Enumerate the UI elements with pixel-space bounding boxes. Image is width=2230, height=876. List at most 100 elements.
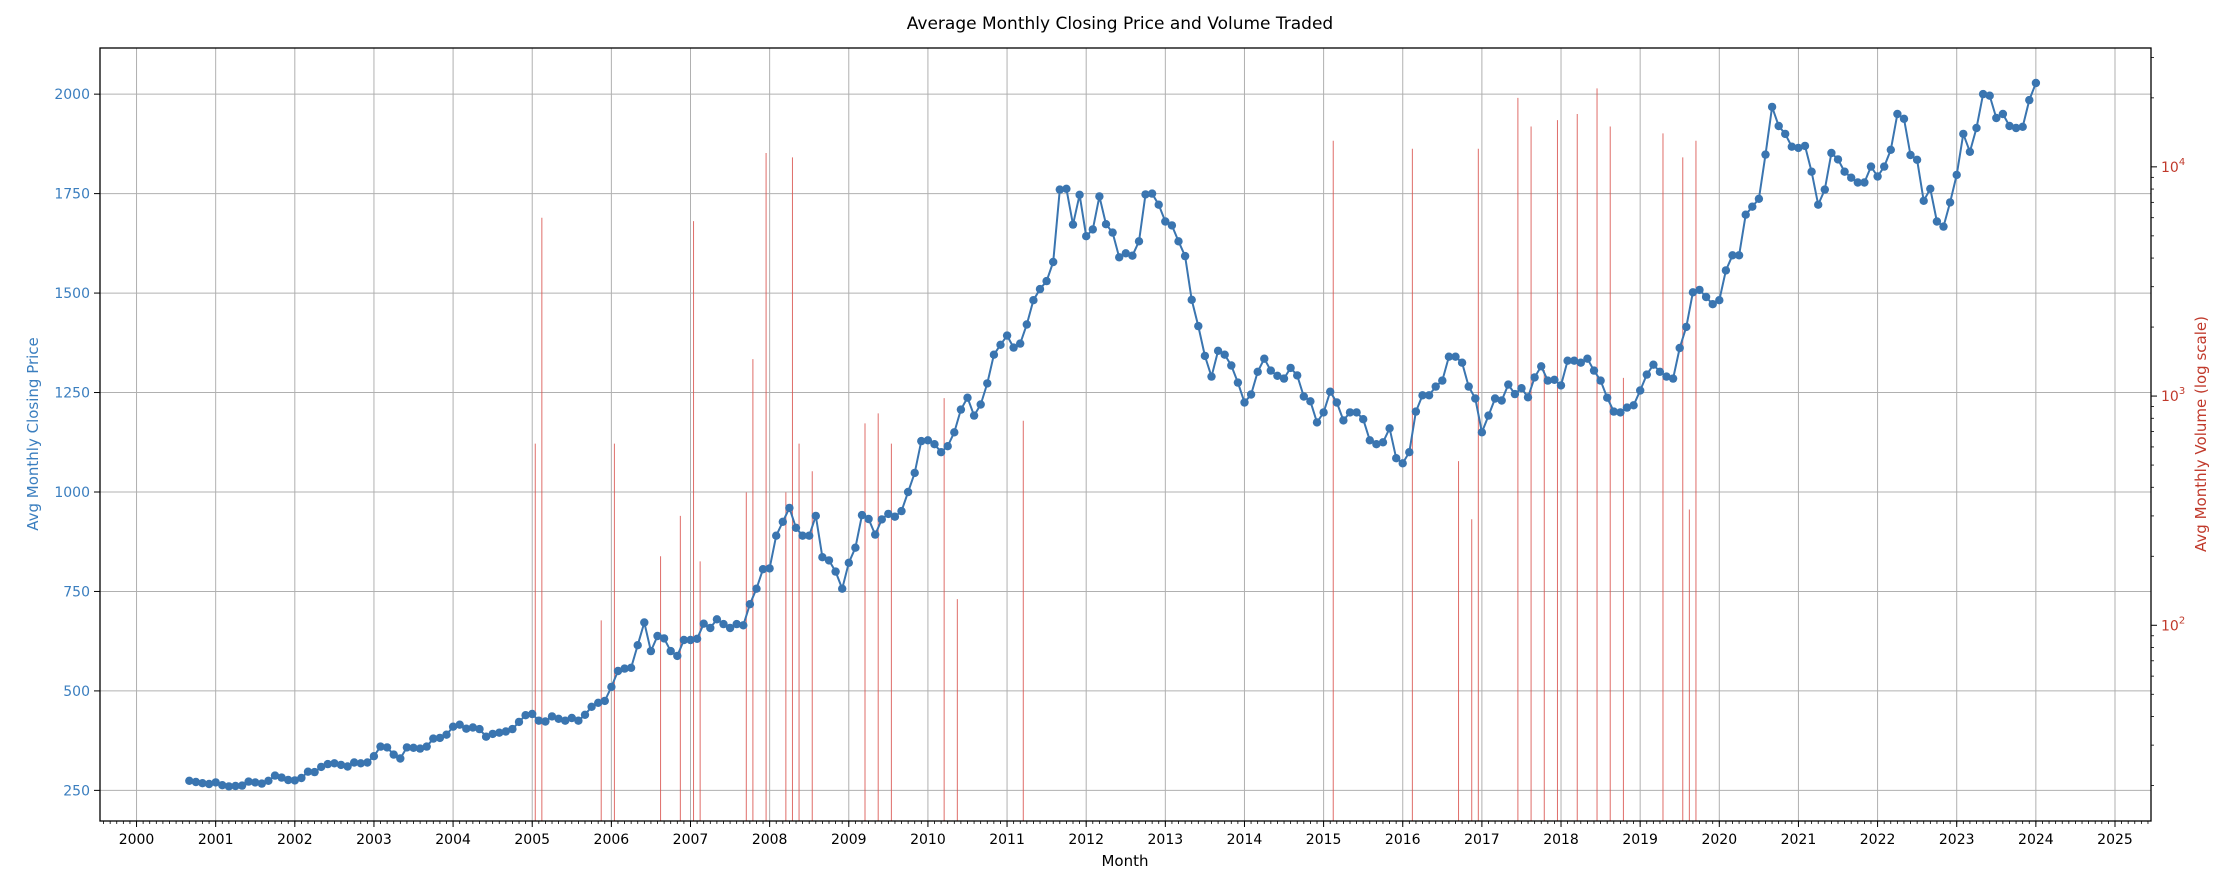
price-point bbox=[646, 646, 656, 656]
price-point bbox=[1115, 253, 1124, 262]
price-point bbox=[1787, 142, 1797, 151]
price-point bbox=[1721, 266, 1731, 275]
price-point bbox=[1945, 198, 1955, 207]
x-tick-label: 2001 bbox=[198, 832, 234, 848]
price-point bbox=[1392, 454, 1401, 463]
price-point bbox=[369, 752, 379, 761]
price-point bbox=[732, 619, 741, 629]
price-point bbox=[1233, 378, 1243, 387]
price-point bbox=[1246, 390, 1256, 399]
price-point bbox=[1695, 285, 1704, 295]
price-point bbox=[1497, 396, 1506, 405]
price-point bbox=[534, 716, 543, 725]
price-point bbox=[1636, 386, 1645, 395]
price-point bbox=[930, 440, 939, 449]
price-point bbox=[1312, 418, 1322, 427]
price-point bbox=[1444, 352, 1454, 361]
price-point bbox=[1022, 320, 1031, 329]
price-point bbox=[633, 641, 642, 650]
price-point bbox=[1464, 382, 1473, 391]
price-point bbox=[442, 730, 451, 739]
price-point bbox=[356, 759, 365, 768]
price-point bbox=[1398, 459, 1407, 468]
price-point bbox=[620, 664, 629, 673]
price-point bbox=[1385, 424, 1394, 433]
price-point bbox=[963, 393, 972, 402]
price-point bbox=[686, 635, 695, 645]
price-point bbox=[1128, 251, 1137, 260]
y-left-tick-label: 1250 bbox=[54, 386, 90, 402]
price-point bbox=[950, 428, 959, 437]
price-point bbox=[561, 716, 570, 725]
price-point bbox=[936, 448, 946, 457]
price-point bbox=[607, 682, 616, 692]
x-tick-label: 2003 bbox=[356, 832, 392, 848]
price-point bbox=[1504, 380, 1513, 389]
price-point bbox=[1827, 148, 1836, 158]
price-point bbox=[1161, 217, 1170, 226]
price-point bbox=[2031, 78, 2041, 88]
price-point bbox=[1537, 362, 1546, 371]
x-tick-label: 2018 bbox=[1543, 832, 1579, 848]
price-point bbox=[1180, 251, 1190, 261]
price-point bbox=[594, 698, 603, 707]
price-point bbox=[1438, 376, 1447, 385]
y-right-axis: 102 103 104 bbox=[2151, 57, 2185, 786]
price-point bbox=[626, 663, 636, 672]
price-point bbox=[752, 584, 761, 593]
price-point bbox=[257, 779, 266, 788]
price-point bbox=[1240, 398, 1249, 407]
price-point bbox=[666, 646, 675, 656]
price-point bbox=[976, 400, 985, 409]
price-point bbox=[574, 716, 583, 725]
price-point bbox=[765, 564, 774, 573]
price-point bbox=[1609, 407, 1619, 416]
price-point bbox=[1457, 358, 1467, 367]
price-point bbox=[310, 767, 319, 777]
price-point bbox=[290, 776, 299, 785]
price-point bbox=[1299, 392, 1309, 401]
price-point bbox=[1708, 300, 1717, 309]
price-point bbox=[1629, 401, 1638, 410]
x-axis-title: Month bbox=[1101, 852, 1148, 870]
price-point bbox=[422, 742, 431, 751]
price-point bbox=[1761, 150, 1770, 159]
x-tick-label: 2025 bbox=[2097, 832, 2133, 848]
price-point bbox=[1649, 360, 1658, 369]
price-point bbox=[1774, 121, 1783, 131]
y-right-tick-label: 102 bbox=[2161, 615, 2185, 634]
price-point bbox=[831, 567, 840, 576]
price-point bbox=[1260, 354, 1269, 363]
price-point bbox=[1326, 387, 1335, 396]
price-point bbox=[1893, 109, 1902, 119]
price-point bbox=[1959, 129, 1968, 139]
price-point bbox=[659, 634, 669, 643]
price-point bbox=[435, 733, 445, 743]
price-point bbox=[864, 514, 873, 524]
price-point bbox=[185, 776, 194, 785]
price-point bbox=[857, 510, 867, 520]
y-left-axis: 250 500 750 1000 1250 1500 1750 2000 bbox=[54, 87, 100, 799]
price-point bbox=[1372, 440, 1381, 449]
price-point bbox=[1154, 200, 1163, 209]
price-point bbox=[587, 702, 596, 711]
price-point bbox=[706, 623, 715, 633]
x-tick-label: 2004 bbox=[435, 832, 471, 848]
price-point bbox=[1985, 91, 1994, 100]
price-point bbox=[1418, 391, 1427, 400]
price-point bbox=[1484, 411, 1493, 420]
price-point bbox=[1583, 354, 1592, 363]
y-right-axis-title: Avg Monthly Volume (log scale) bbox=[2192, 316, 2210, 552]
price-point bbox=[1510, 389, 1520, 399]
price-point bbox=[1359, 415, 1368, 424]
price-point bbox=[1049, 257, 1058, 267]
price-point bbox=[943, 442, 952, 451]
price-point bbox=[1972, 123, 1981, 133]
price-line bbox=[189, 82, 2037, 788]
price-point bbox=[791, 523, 801, 532]
price-point bbox=[1543, 376, 1553, 385]
price-point bbox=[1860, 178, 1869, 187]
price-point bbox=[1530, 373, 1539, 382]
x-tick-label: 2017 bbox=[1464, 832, 1500, 848]
price-point bbox=[1728, 251, 1737, 260]
